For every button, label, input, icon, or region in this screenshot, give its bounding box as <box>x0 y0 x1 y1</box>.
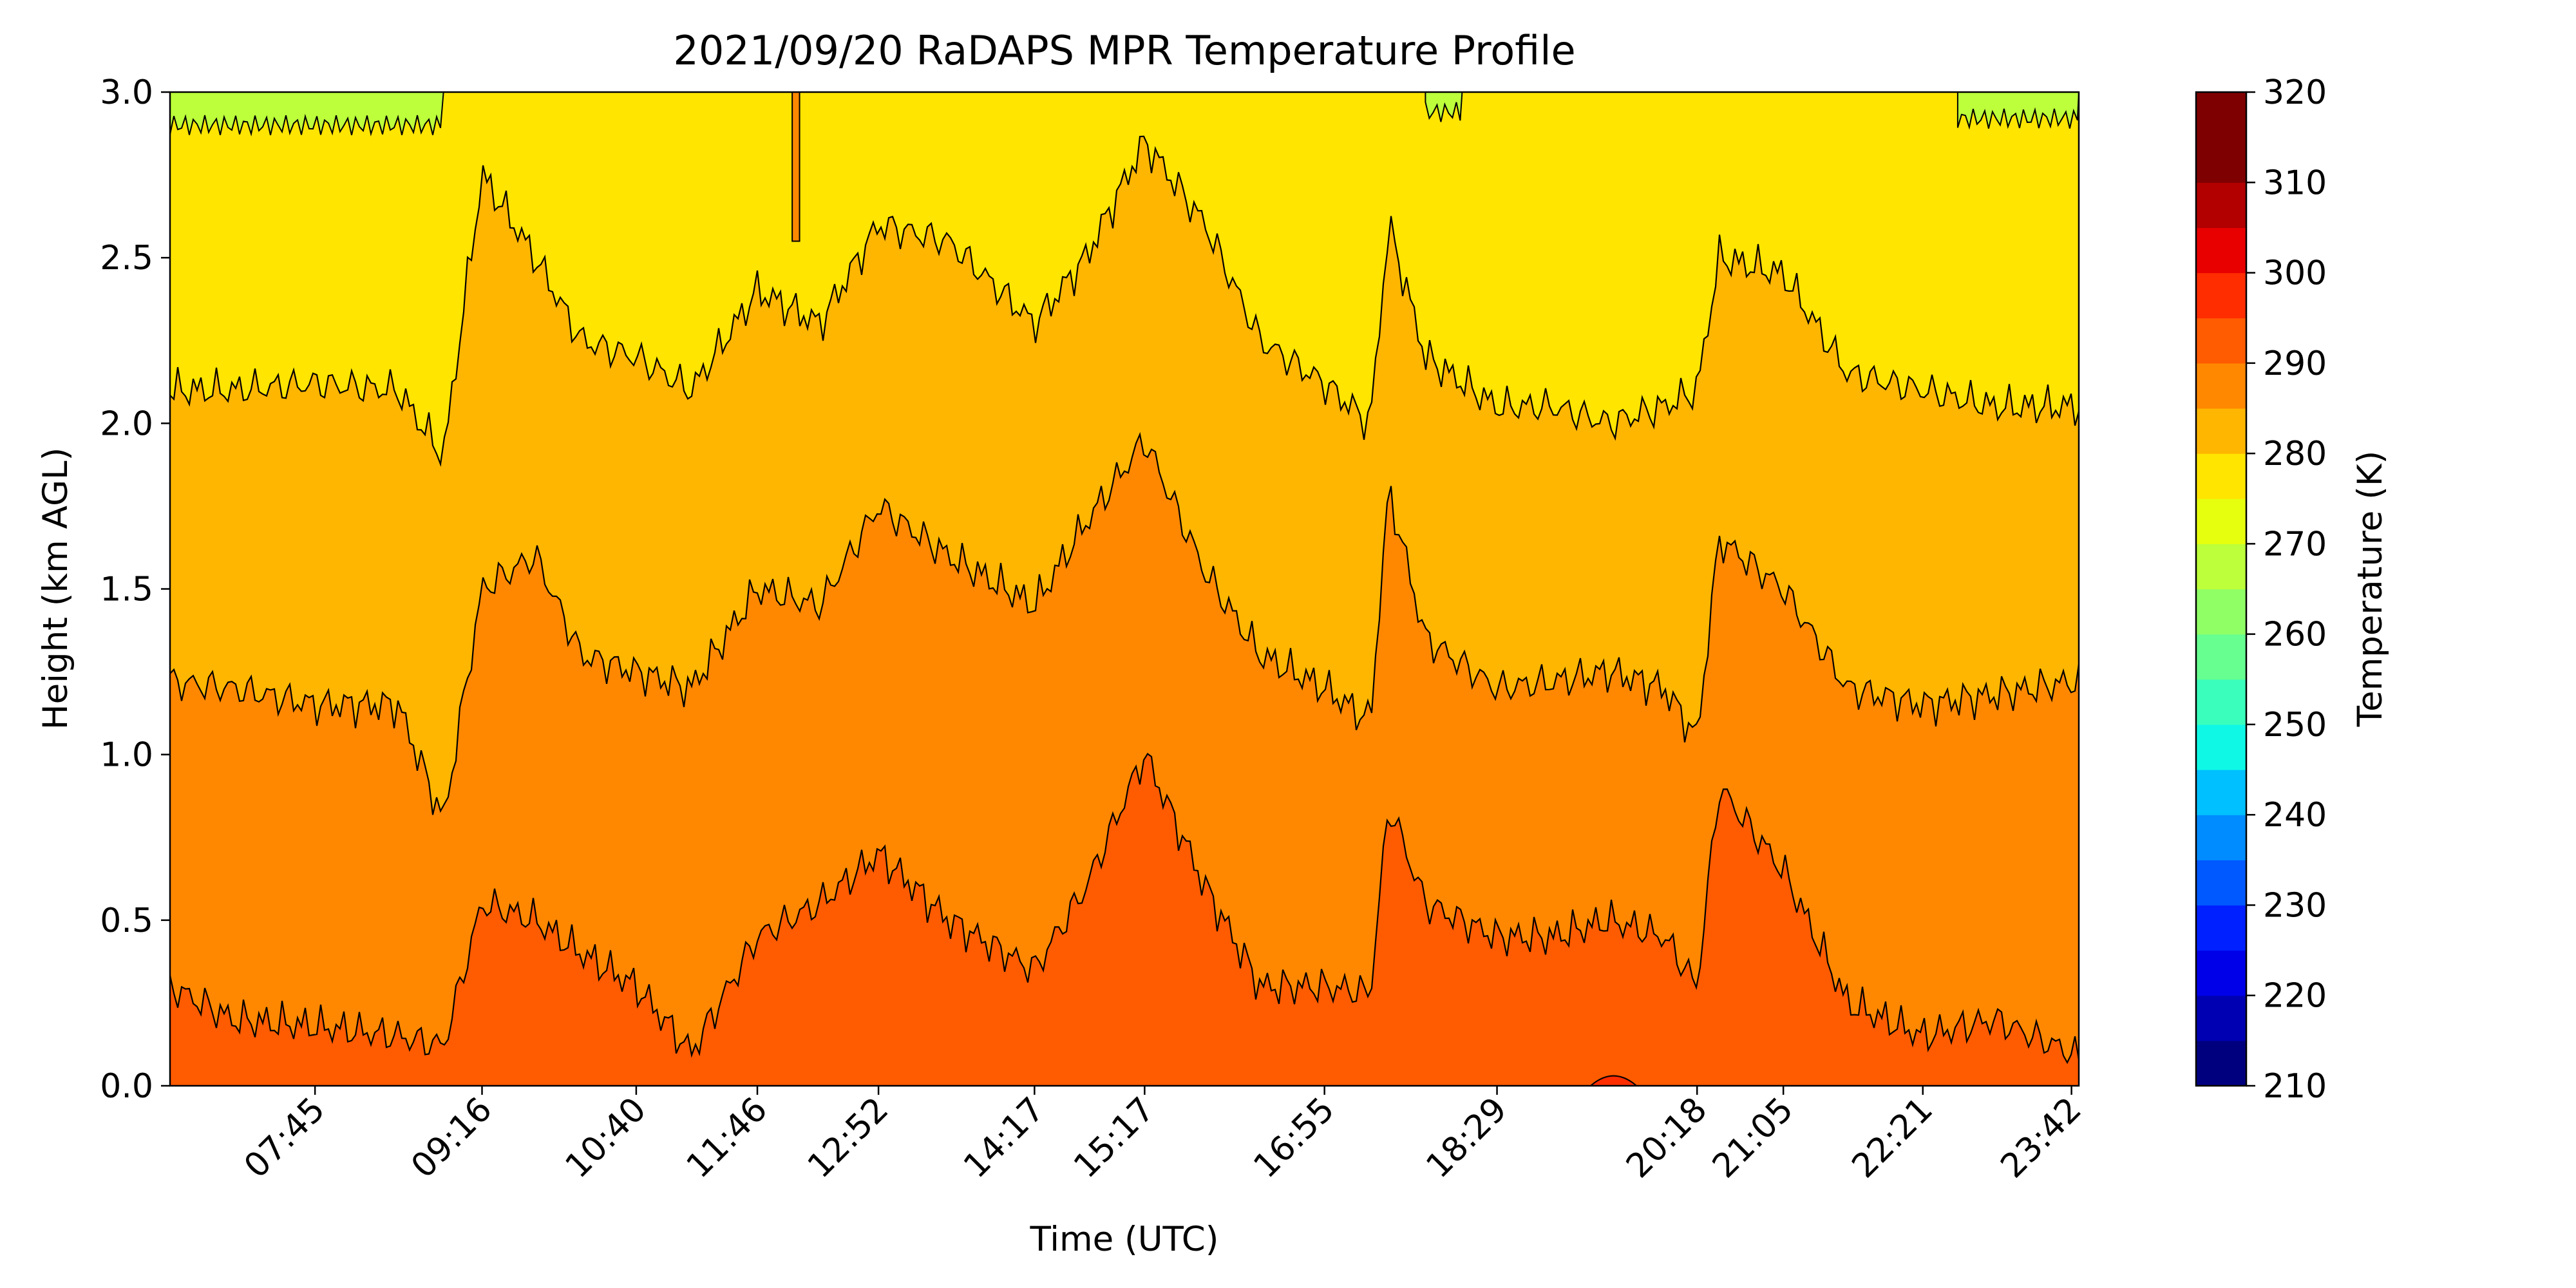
colorbar-segment <box>2196 995 2246 1041</box>
y-tick-label: 1.5 <box>100 571 153 609</box>
x-tick-label: 22:21 <box>1845 1090 1940 1186</box>
x-tick-label: 23:42 <box>1993 1090 2088 1186</box>
colorbar-segment <box>2196 453 2246 499</box>
y-tick-label: 2.5 <box>100 239 153 278</box>
colorbar-segment <box>2196 770 2246 815</box>
colorbar-tick-label: 240 <box>2263 796 2327 835</box>
colorbar-tick-label: 210 <box>2263 1067 2327 1106</box>
x-axis-label: Time (UTC) <box>1030 1220 1219 1259</box>
band-285-290 <box>170 136 2079 815</box>
colorbar-frame <box>2195 91 2248 1087</box>
band-275-280-patch <box>1956 92 2079 130</box>
contour-bands <box>170 92 2079 1086</box>
y-axis-label: Height (km AGL) <box>36 448 75 730</box>
colorbar-tick-label: 250 <box>2263 706 2327 744</box>
y-tick-label: 3.0 <box>100 73 153 112</box>
x-tick-label: 11:46 <box>679 1090 775 1186</box>
contour-line-290K <box>170 752 2079 1065</box>
x-tick-label: 21:05 <box>1705 1090 1801 1186</box>
colorbar-segment <box>2196 950 2246 996</box>
colorbar-label: Temperature (K) <box>2351 451 2390 728</box>
x-tick-label: 10:40 <box>558 1090 654 1186</box>
band-275-280-patch <box>170 92 444 137</box>
contour-line-285K <box>170 431 2079 815</box>
x-tick-label: 14:17 <box>956 1090 1052 1186</box>
contour-lines <box>170 135 2079 1065</box>
x-tick-label: 16:55 <box>1246 1090 1341 1186</box>
colorbar-tick-label: 230 <box>2263 886 2327 925</box>
colorbar-segment <box>2196 498 2246 544</box>
colorbar-segment <box>2196 589 2246 635</box>
colorbar-segment <box>2196 815 2246 860</box>
chart-title: 2021/09/20 RaDAPS MPR Temperature Profil… <box>673 27 1575 74</box>
colorbar-tick-label: 300 <box>2263 254 2327 293</box>
colorbar-segment <box>2196 634 2246 680</box>
x-tick-label: 18:29 <box>1419 1090 1514 1186</box>
colorbar-segment <box>2196 227 2246 274</box>
colorbar: 210 220 230 240 250 260 270 280 290 300 310 320 <box>2195 73 2327 1106</box>
colorbar-segment <box>2196 544 2246 590</box>
colorbar-segment <box>2196 679 2246 725</box>
colorbar-segment <box>2196 272 2246 319</box>
y-tick-label: 1.0 <box>100 736 153 775</box>
colorbar-tick-label: 260 <box>2263 616 2327 654</box>
warm-spike <box>791 92 800 242</box>
colorbar-segment <box>2196 905 2246 951</box>
x-tick-label: 09:16 <box>404 1090 499 1186</box>
colorbar-segment <box>2196 408 2246 454</box>
colorbar-tick-label: 320 <box>2263 73 2327 112</box>
y-tick-label: 0.5 <box>100 902 153 940</box>
colorbar-segment <box>2196 317 2246 364</box>
x-tick-label: 12:52 <box>800 1090 896 1186</box>
y-tick-label: 0.0 <box>100 1067 153 1106</box>
band-280-285 <box>170 92 2079 464</box>
contour-line-280K <box>170 135 2079 467</box>
y-tick-label: 2.0 <box>100 404 153 443</box>
colorbar-segment <box>2196 860 2246 906</box>
colorbar-tick-label: 290 <box>2263 345 2327 383</box>
band-275-280-patch <box>1425 92 1463 122</box>
colorbar-tick-label: 280 <box>2263 435 2327 473</box>
x-tick-label: 07:45 <box>237 1090 332 1186</box>
colorbar-tick-label: 310 <box>2263 164 2327 202</box>
colorbar-segment <box>2196 137 2246 183</box>
colorbar-segment <box>2196 363 2246 409</box>
x-axis: 07:45 09:16 10:40 11:46 12:52 14:17 15:17 16:55… <box>237 1086 2089 1186</box>
colorbar-segment <box>2196 182 2246 229</box>
x-tick-label: 20:18 <box>1619 1090 1714 1186</box>
y-axis: 0.0 0.5 1.0 1.5 2.0 2.5 3.0 <box>100 73 170 1106</box>
colorbar-segment <box>2196 1040 2246 1086</box>
colorbar-tick-label: 270 <box>2263 525 2327 564</box>
x-tick-label: 15:17 <box>1066 1090 1162 1186</box>
colorbar-segment <box>2196 92 2246 138</box>
colorbar-segment <box>2196 724 2246 770</box>
band-295-300 <box>170 753 2079 1086</box>
colorbar-tick-label: 220 <box>2263 977 2327 1016</box>
